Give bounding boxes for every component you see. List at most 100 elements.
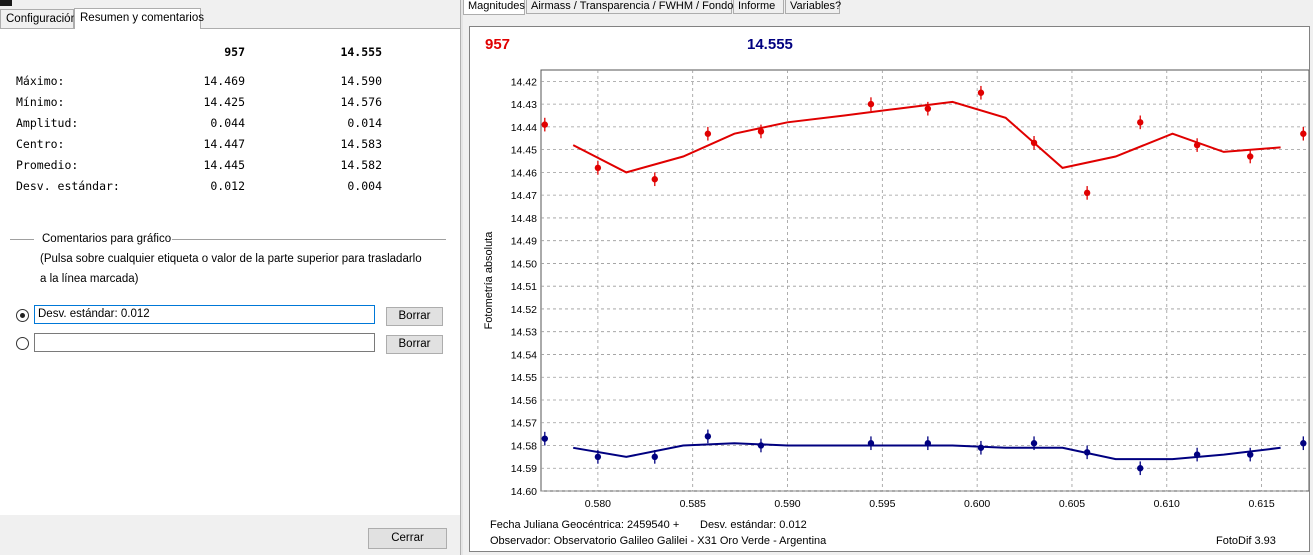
x-tick-label: 0.610: [1154, 498, 1180, 510]
series-2-point: [541, 435, 548, 442]
window-footer: Cerrar: [0, 515, 460, 555]
title-bar: [0, 0, 460, 8]
series-2-point: [1300, 440, 1307, 447]
series-1-point: [651, 176, 658, 183]
y-axis-label: Fotometría absoluta: [483, 231, 495, 330]
series-2-point: [867, 440, 875, 447]
y-tick-label: 14.57: [511, 418, 537, 430]
series-1-point: [541, 121, 548, 128]
x-tick-label: 0.595: [869, 498, 895, 510]
tab-magnitudes[interactable]: Magnitudes: [463, 0, 525, 15]
y-tick-label: 14.48: [511, 213, 537, 225]
series-2-point: [651, 453, 658, 461]
series-1-point: [757, 128, 765, 135]
close-button[interactable]: Cerrar: [368, 528, 447, 549]
y-tick-label: 14.42: [511, 76, 537, 88]
series-1-point: [1300, 130, 1307, 137]
comment-line1-input[interactable]: Desv. estándar: 0.012: [34, 305, 375, 324]
series-1-point: [1247, 153, 1254, 160]
series-2-point: [1083, 449, 1091, 456]
stat-value-series-2[interactable]: 0.014: [347, 116, 382, 130]
stat-label[interactable]: Centro:: [16, 137, 65, 151]
y-tick-label: 14.47: [511, 190, 537, 202]
series-1-point: [704, 130, 712, 137]
x-tick-label: 0.605: [1059, 498, 1085, 510]
series-2-point: [977, 444, 985, 451]
tab-resumen-comentarios[interactable]: Resumen y comentarios: [74, 8, 204, 29]
stat-value-series-1[interactable]: 14.447: [203, 137, 245, 151]
group-divider-right: [172, 239, 446, 240]
column-header-series-1[interactable]: 957: [224, 45, 245, 59]
series-1-title[interactable]: 957: [485, 36, 511, 53]
stat-label[interactable]: Máximo:: [16, 74, 65, 88]
window-divider[interactable]: [460, 0, 463, 555]
stat-label[interactable]: Desv. estándar:: [16, 179, 120, 193]
tab-informe[interactable]: Informe: [733, 0, 784, 14]
version-label: FotoDif 3.93: [1216, 535, 1276, 547]
comments-hint-line2: a la línea marcada): [40, 273, 139, 285]
jd-label: Fecha Juliana Geocéntrica: 2459540 +: [490, 519, 680, 531]
y-tick-label: 14.44: [511, 122, 537, 134]
stat-value-series-2[interactable]: 14.582: [340, 158, 382, 172]
x-tick-label: 0.590: [774, 498, 800, 510]
stat-value-series-1[interactable]: 14.425: [203, 95, 245, 109]
chart-comment: Desv. estándar: 0.012: [700, 519, 807, 531]
tab-variables[interactable]: Variables?: [785, 0, 841, 14]
magnitudes-plot: 14.42 14.43 14.44 14.45 14.46 14.47 14.48 14.49…: [483, 69, 1309, 510]
y-tick-label: 14.54: [511, 349, 537, 361]
series-1-point: [1137, 119, 1144, 126]
y-tick-label: 14.45: [511, 145, 537, 157]
comments-hint-line1: (Pulsa sobre cualquier etiqueta o valor …: [40, 253, 422, 265]
stat-value-series-2[interactable]: 14.583: [340, 137, 382, 151]
stat-value-series-1[interactable]: 14.469: [203, 74, 245, 88]
y-tick-label: 14.56: [511, 395, 537, 407]
series-1-fit-line: [572, 100, 1281, 174]
series-2-point: [1137, 465, 1144, 472]
group-divider-left: [10, 239, 34, 240]
summary-window: Configuración Resumen y comentarios 957 …: [0, 0, 460, 555]
series-1-point: [594, 164, 602, 172]
y-tick-label: 14.50: [511, 258, 537, 270]
series-2-point: [1193, 451, 1201, 458]
series-2-point: [704, 433, 712, 440]
y-tick-label: 14.43: [511, 99, 537, 111]
y-tick-label: 14.49: [511, 236, 537, 248]
tab-configuracion[interactable]: Configuración: [0, 9, 77, 28]
y-tick-label: 14.59: [511, 463, 537, 475]
stat-value-series-1[interactable]: 0.044: [210, 116, 245, 130]
series-2-point: [1030, 440, 1038, 447]
stat-value-series-1[interactable]: 0.012: [210, 179, 245, 193]
series-1-point: [1083, 189, 1091, 197]
x-tick-label: 0.585: [680, 498, 706, 510]
clear-line2-button[interactable]: Borrar: [386, 335, 443, 354]
clear-line1-button[interactable]: Borrar: [386, 307, 443, 326]
y-tick-label: 14.46: [511, 167, 537, 179]
stat-label[interactable]: Promedio:: [16, 158, 79, 172]
column-header-series-2[interactable]: 14.555: [340, 45, 382, 59]
x-tick-label: 0.615: [1248, 498, 1274, 510]
series-2-point: [757, 442, 765, 449]
stat-value-series-2[interactable]: 14.576: [340, 95, 382, 109]
stat-value-series-2[interactable]: 0.004: [347, 179, 382, 193]
stat-value-series-2[interactable]: 14.590: [340, 74, 382, 88]
comment-line1-radio[interactable]: [16, 309, 29, 322]
series-2-title[interactable]: 14.555: [747, 36, 793, 53]
chart-area: 957 14.555 14.42 14.43 14.44 14.45 14.46 14.4…: [469, 26, 1310, 552]
series-2-point: [1247, 451, 1254, 458]
stat-label[interactable]: Mínimo:: [16, 95, 65, 109]
comment-line2-radio[interactable]: [16, 337, 29, 350]
series-1-point: [924, 105, 932, 112]
series-1-point: [1193, 141, 1201, 149]
summary-panel: 957 14.555 Máximo: 14.469 14.590 Mínimo: 14.…: [0, 28, 460, 516]
stat-label[interactable]: Amplitud:: [16, 116, 79, 130]
x-tick-label: 0.600: [964, 498, 990, 510]
observer-label: Observador: Observatorio Galileo Galilei…: [490, 535, 827, 547]
series-2-point: [594, 453, 602, 461]
series-1-point: [1030, 139, 1038, 147]
x-tick-label: 0.580: [585, 498, 611, 510]
series-1-point: [867, 100, 875, 108]
comment-line2-input[interactable]: [34, 333, 375, 352]
stat-value-series-1[interactable]: 14.445: [203, 158, 245, 172]
y-tick-label: 14.58: [511, 440, 537, 452]
tab-airmass[interactable]: Airmass / Transparencia / FWHM / Fondo: [526, 0, 733, 14]
